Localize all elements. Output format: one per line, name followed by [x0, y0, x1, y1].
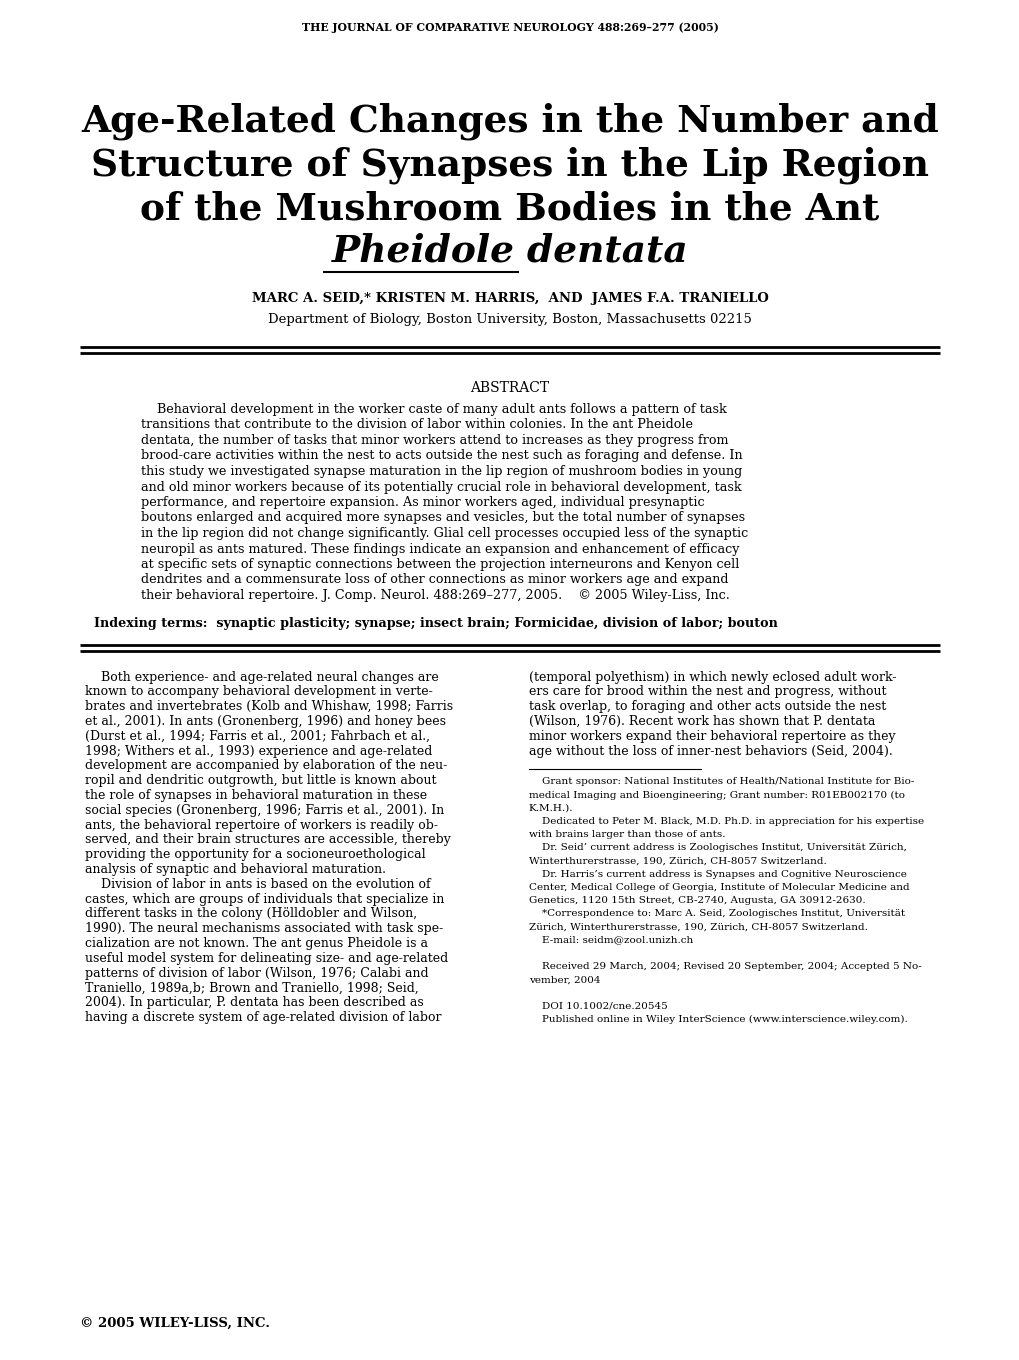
Text: providing the opportunity for a socioneuroethological: providing the opportunity for a socioneu… [85, 849, 425, 861]
Text: patterns of division of labor (Wilson, 1976; Calabi and: patterns of division of labor (Wilson, 1… [85, 967, 428, 979]
Text: ropil and dendritic outgrowth, but little is known about: ropil and dendritic outgrowth, but littl… [85, 774, 436, 787]
Text: 1990). The neural mechanisms associated with task spe-: 1990). The neural mechanisms associated … [85, 922, 443, 936]
Text: ABSTRACT: ABSTRACT [470, 381, 549, 394]
Text: Division of labor in ants is based on the evolution of: Division of labor in ants is based on th… [85, 877, 430, 891]
Text: transitions that contribute to the division of labor within colonies. In the ant: transitions that contribute to the divis… [141, 419, 692, 431]
Text: brood-care activities within the nest to acts outside the nest such as foraging : brood-care activities within the nest to… [141, 450, 742, 462]
Text: known to accompany behavioral development in verte-: known to accompany behavioral developmen… [85, 685, 432, 698]
Text: this study we investigated synapse maturation in the lip region of mushroom bodi: this study we investigated synapse matur… [141, 465, 742, 477]
Text: Center, Medical College of Georgia, Institute of Molecular Medicine and: Center, Medical College of Georgia, Inst… [528, 883, 908, 892]
Text: (Wilson, 1976). Recent work has shown that P. dentata: (Wilson, 1976). Recent work has shown th… [528, 715, 874, 728]
Text: dendrites and a commensurate loss of other connections as minor workers age and : dendrites and a commensurate loss of oth… [141, 574, 728, 586]
Text: age without the loss of inner-nest behaviors (Seid, 2004).: age without the loss of inner-nest behav… [528, 744, 892, 758]
Text: their behavioral repertoire. J. Comp. Neurol. 488:269–277, 2005.    © 2005 Wiley: their behavioral repertoire. J. Comp. Ne… [141, 589, 730, 602]
Text: cialization are not known. The ant genus Pheidole is a: cialization are not known. The ant genus… [85, 937, 428, 949]
Text: Pheidole dentata: Pheidole dentata [331, 233, 688, 269]
Text: ants, the behavioral repertoire of workers is readily ob-: ants, the behavioral repertoire of worke… [85, 819, 437, 831]
Text: Winterthurerstrasse, 190, Zürich, CH-8057 Switzerland.: Winterthurerstrasse, 190, Zürich, CH-805… [528, 857, 825, 865]
Text: Published online in Wiley InterScience (www.interscience.wiley.com).: Published online in Wiley InterScience (… [528, 1015, 907, 1024]
Text: Dr. Seid’ current address is Zoologisches Institut, Universität Zürich,: Dr. Seid’ current address is Zoologische… [528, 843, 906, 853]
Text: et al., 2001). In ants (Gronenberg, 1996) and honey bees: et al., 2001). In ants (Gronenberg, 1996… [85, 715, 445, 728]
Text: MARC A. SEID,* KRISTEN M. HARRIS,  AND  JAMES F.A. TRANIELLO: MARC A. SEID,* KRISTEN M. HARRIS, AND JA… [252, 292, 767, 305]
Text: Grant sponsor: National Institutes of Health/National Institute for Bio-: Grant sponsor: National Institutes of He… [528, 778, 913, 786]
Text: the role of synapses in behavioral maturation in these: the role of synapses in behavioral matur… [85, 789, 427, 802]
Text: castes, which are groups of individuals that specialize in: castes, which are groups of individuals … [85, 892, 444, 906]
Text: Behavioral development in the worker caste of many adult ants follows a pattern : Behavioral development in the worker cas… [141, 403, 727, 416]
Text: development are accompanied by elaboration of the neu-: development are accompanied by elaborati… [85, 759, 446, 772]
Text: task overlap, to foraging and other acts outside the nest: task overlap, to foraging and other acts… [528, 700, 886, 713]
Text: (temporal polyethism) in which newly eclosed adult work-: (temporal polyethism) in which newly ecl… [528, 670, 896, 684]
Text: boutons enlarged and acquired more synapses and vesicles, but the total number o: boutons enlarged and acquired more synap… [141, 511, 745, 525]
Text: Structure of Synapses in the Lip Region: Structure of Synapses in the Lip Region [91, 146, 928, 184]
Text: THE JOURNAL OF COMPARATIVE NEUROLOGY 488:269–277 (2005): THE JOURNAL OF COMPARATIVE NEUROLOGY 488… [302, 22, 717, 33]
Text: social species (Gronenberg, 1996; Farris et al., 2001). In: social species (Gronenberg, 1996; Farris… [85, 804, 444, 817]
Text: having a discrete system of age-related division of labor: having a discrete system of age-related … [85, 1010, 441, 1024]
Text: dentata, the number of tasks that minor workers attend to increases as they prog: dentata, the number of tasks that minor … [141, 434, 728, 447]
Text: minor workers expand their behavioral repertoire as they: minor workers expand their behavioral re… [528, 730, 895, 743]
Text: medical Imaging and Bioengineering; Grant number: R01EB002170 (to: medical Imaging and Bioengineering; Gran… [528, 790, 904, 800]
Text: at specific sets of synaptic connections between the projection interneurons and: at specific sets of synaptic connections… [141, 558, 739, 571]
Text: useful model system for delineating size- and age-related: useful model system for delineating size… [85, 952, 447, 964]
Text: Dedicated to Peter M. Black, M.D. Ph.D. in appreciation for his expertise: Dedicated to Peter M. Black, M.D. Ph.D. … [528, 817, 923, 826]
Text: (Durst et al., 1994; Farris et al., 2001; Fahrbach et al.,: (Durst et al., 1994; Farris et al., 2001… [85, 730, 430, 743]
Text: Both experience- and age-related neural changes are: Both experience- and age-related neural … [85, 670, 438, 684]
Text: of the Mushroom Bodies in the Ant: of the Mushroom Bodies in the Ant [141, 190, 878, 227]
Text: in the lip region did not change significantly. Glial cell processes occupied le: in the lip region did not change signifi… [141, 526, 748, 540]
Text: Dr. Harris’s current address is Synapses and Cognitive Neuroscience: Dr. Harris’s current address is Synapses… [528, 869, 906, 879]
Text: with brains larger than those of ants.: with brains larger than those of ants. [528, 830, 725, 839]
Text: 2004). In particular, P. dentata has been described as: 2004). In particular, P. dentata has bee… [85, 996, 423, 1009]
Text: Received 29 March, 2004; Revised 20 September, 2004; Accepted 5 No-: Received 29 March, 2004; Revised 20 Sept… [528, 962, 920, 971]
Text: K.M.H.).: K.M.H.). [528, 804, 573, 813]
Text: Traniello, 1989a,b; Brown and Traniello, 1998; Seid,: Traniello, 1989a,b; Brown and Traniello,… [85, 982, 419, 994]
Text: ers care for brood within the nest and progress, without: ers care for brood within the nest and p… [528, 685, 886, 698]
Text: Age-Related Changes in the Number and: Age-Related Changes in the Number and [82, 102, 937, 140]
Text: DOI 10.1002/cne.20545: DOI 10.1002/cne.20545 [528, 1002, 666, 1010]
Text: performance, and repertoire expansion. As minor workers aged, individual presyna: performance, and repertoire expansion. A… [141, 496, 704, 509]
Text: Zürich, Winterthurerstrasse, 190, Zürich, CH-8057 Switzerland.: Zürich, Winterthurerstrasse, 190, Zürich… [528, 922, 867, 932]
Text: Genetics, 1120 15th Street, CB-2740, Augusta, GA 30912-2630.: Genetics, 1120 15th Street, CB-2740, Aug… [528, 896, 864, 906]
Text: E-mail: seidm@zool.unizh.ch: E-mail: seidm@zool.unizh.ch [528, 936, 692, 945]
Text: brates and invertebrates (Kolb and Whishaw, 1998; Farris: brates and invertebrates (Kolb and Whish… [85, 700, 452, 713]
Text: and old minor workers because of its potentially crucial role in behavioral deve: and old minor workers because of its pot… [141, 480, 741, 494]
Text: vember, 2004: vember, 2004 [528, 975, 599, 985]
Text: Department of Biology, Boston University, Boston, Massachusetts 02215: Department of Biology, Boston University… [268, 313, 751, 326]
Text: different tasks in the colony (Hölldobler and Wilson,: different tasks in the colony (Hölldoble… [85, 907, 417, 921]
Text: *Correspondence to: Marc A. Seid, Zoologisches Institut, Universität: *Correspondence to: Marc A. Seid, Zoolog… [528, 910, 904, 918]
Text: neuropil as ants matured. These findings indicate an expansion and enhancement o: neuropil as ants matured. These findings… [141, 543, 739, 555]
Text: 1998; Withers et al., 1993) experience and age-related: 1998; Withers et al., 1993) experience a… [85, 744, 432, 758]
Text: © 2005 WILEY-LISS, INC.: © 2005 WILEY-LISS, INC. [81, 1316, 270, 1330]
Text: Indexing terms:  synaptic plasticity; synapse; insect brain; Formicidae, divisio: Indexing terms: synaptic plasticity; syn… [94, 616, 777, 630]
Text: analysis of synaptic and behavioral maturation.: analysis of synaptic and behavioral matu… [85, 862, 385, 876]
Text: served, and their brain structures are accessible, thereby: served, and their brain structures are a… [85, 834, 450, 846]
